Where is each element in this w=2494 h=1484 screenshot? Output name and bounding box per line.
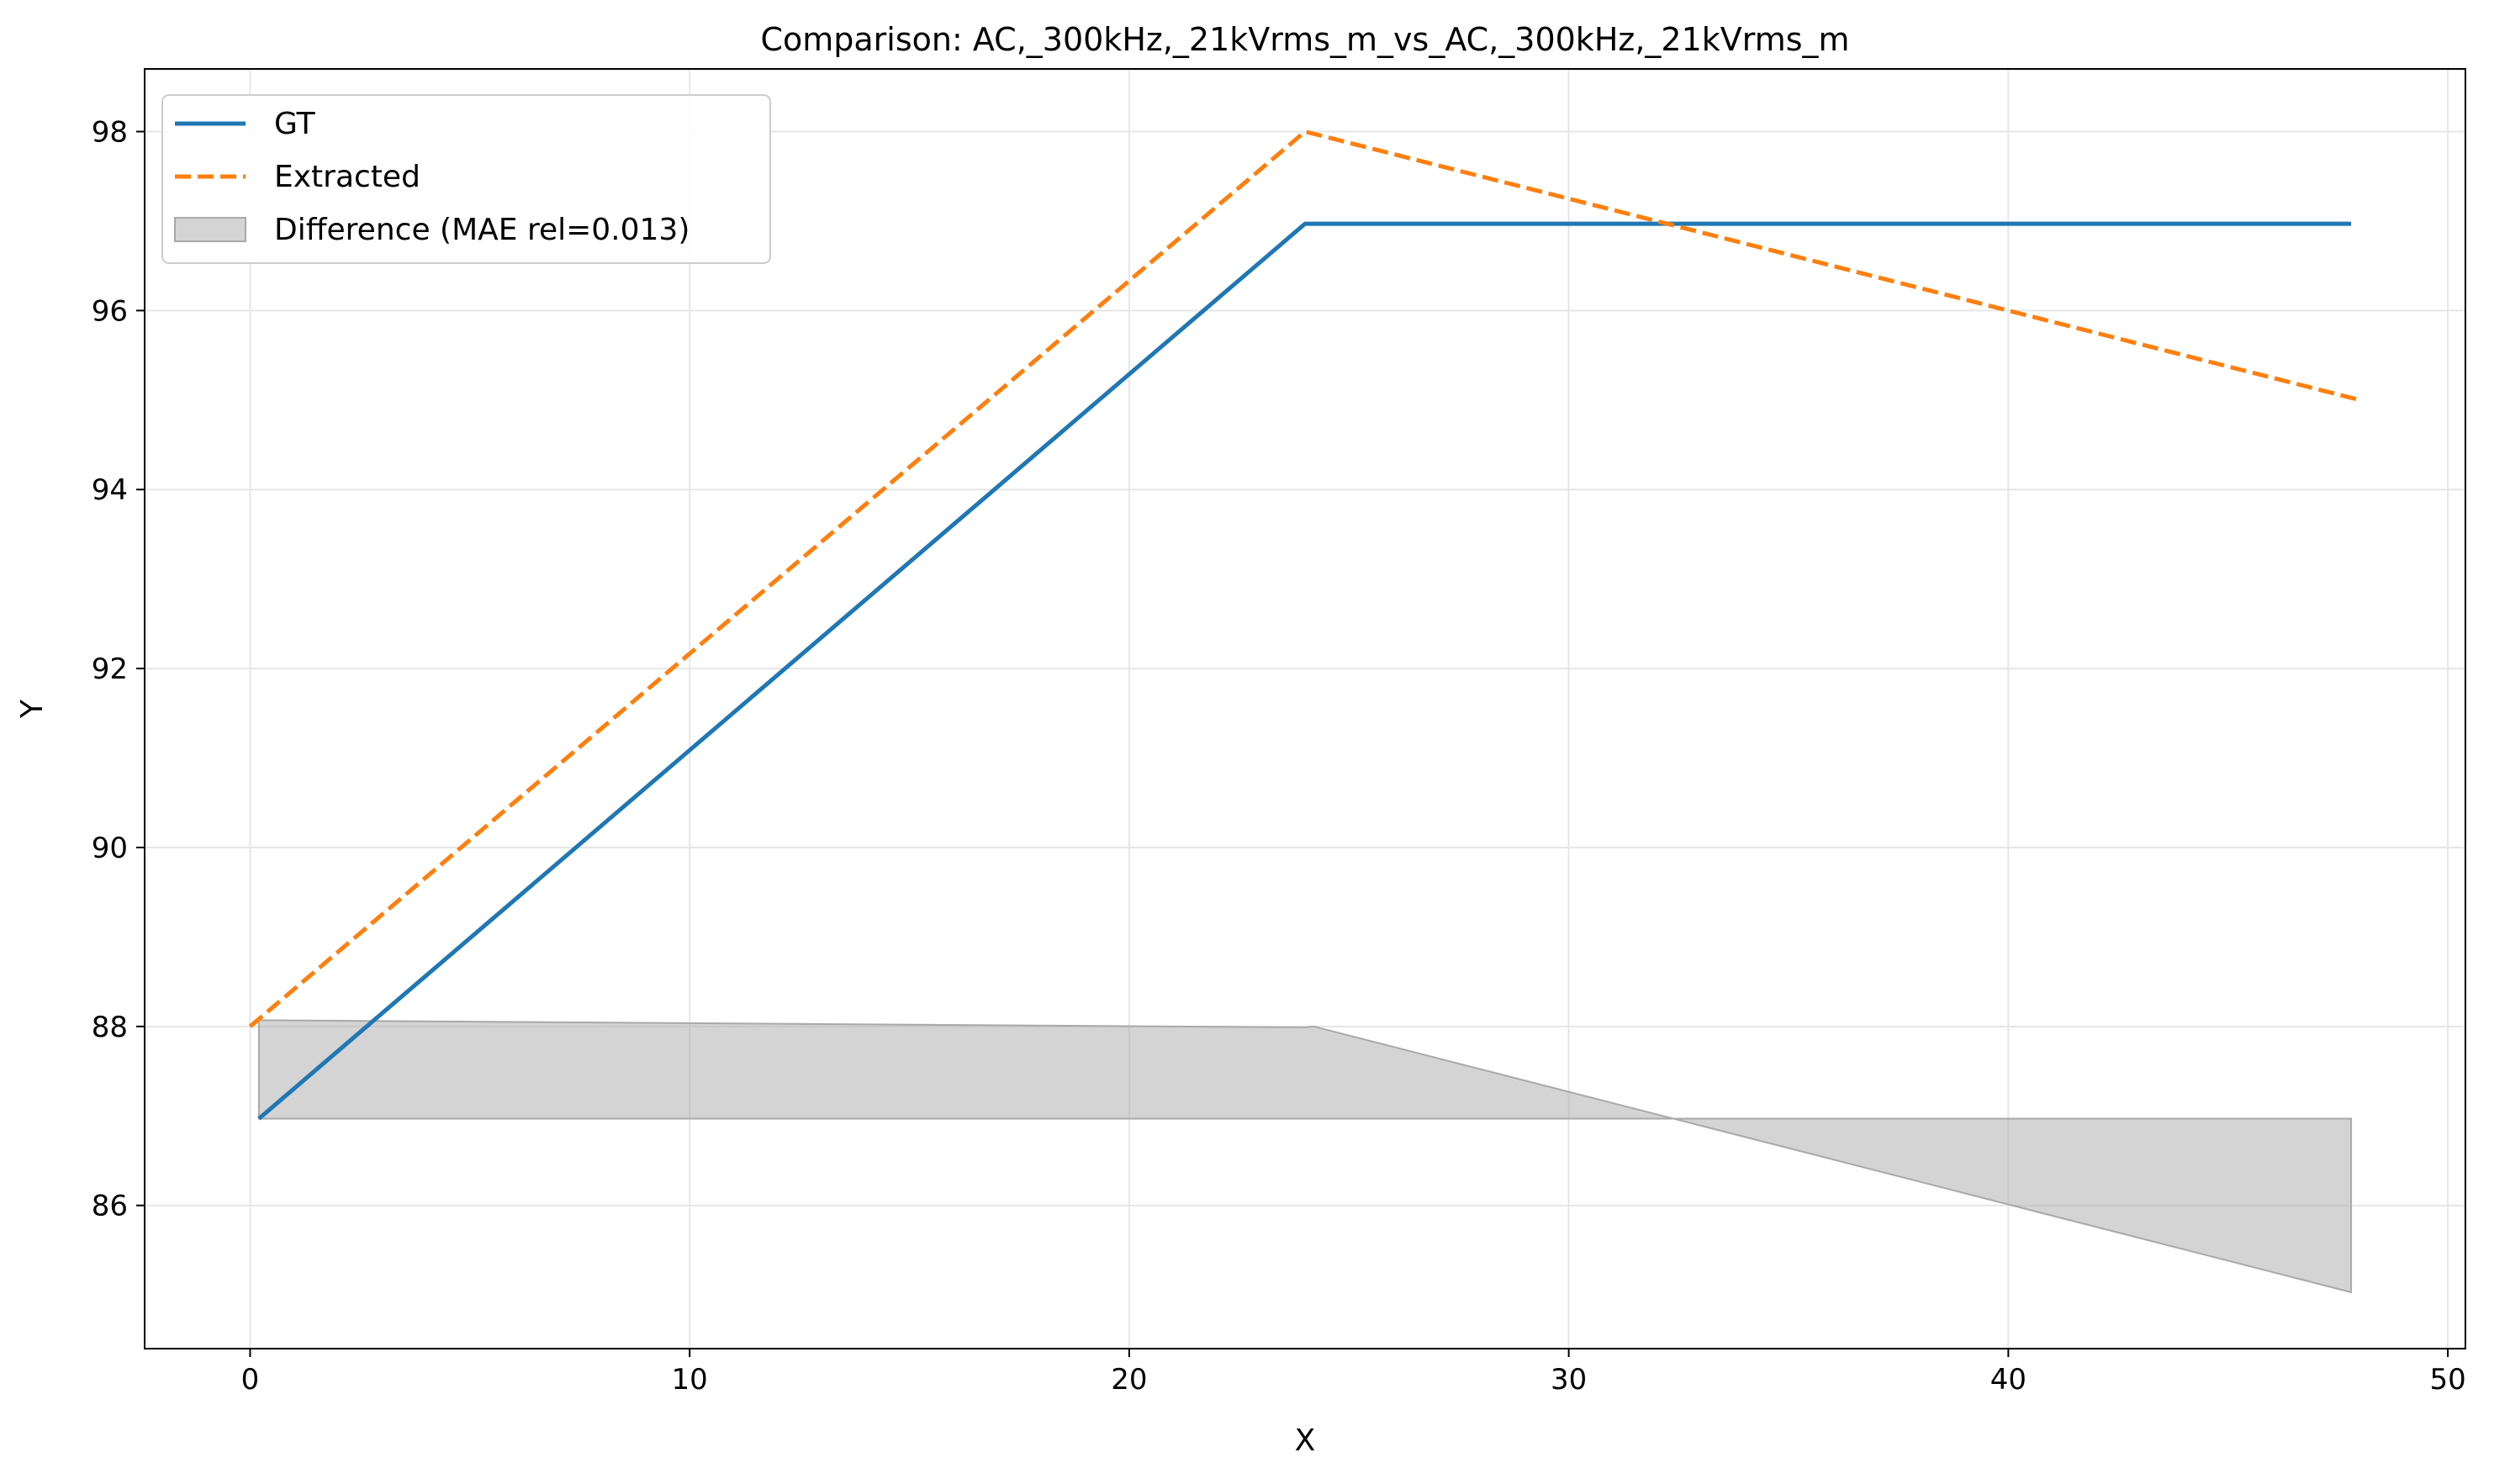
x-axis-label: X [1295, 1423, 1316, 1458]
legend-box [161, 94, 771, 264]
axis-ticks: 0 10 20 30 40 50 86 88 90 92 94 96 98 [92, 116, 2466, 1397]
y-tick-label: 92 [92, 652, 128, 686]
series-line-extracted [248, 129, 2361, 1028]
x-tick-label: 50 [2429, 1363, 2465, 1397]
legend: GT Extracted Difference (MAE rel=0.013) [161, 94, 771, 264]
x-tick-label: 10 [672, 1363, 708, 1397]
legend-entry-gt-label: GT [274, 107, 316, 141]
series-layer [248, 129, 2361, 1121]
series-line-gt [257, 221, 2352, 1121]
y-tick-label: 98 [92, 116, 128, 150]
plot-frame [144, 68, 2466, 1349]
legend-entry-difference-swatch [174, 217, 246, 242]
y-axis-label: Y [15, 699, 50, 719]
y-tick-label: 86 [92, 1190, 128, 1223]
legend-entry-extracted-label: Extracted [274, 160, 420, 194]
y-tick-label: 96 [92, 294, 128, 328]
y-tick-label: 94 [92, 473, 128, 507]
x-tick-label: 40 [1990, 1363, 2026, 1397]
y-tick-label: 90 [92, 832, 128, 865]
y-tick-label: 88 [92, 1011, 128, 1044]
x-tick-label: 20 [1111, 1363, 1147, 1397]
x-tick-label: 30 [1551, 1363, 1587, 1397]
legend-entry-difference-label: Difference (MAE rel=0.013) [274, 213, 690, 247]
chart-title: Comparison: AC,_300kHz,_21kVrms_m_vs_AC,… [760, 21, 1849, 58]
x-tick-label: 0 [241, 1363, 260, 1397]
